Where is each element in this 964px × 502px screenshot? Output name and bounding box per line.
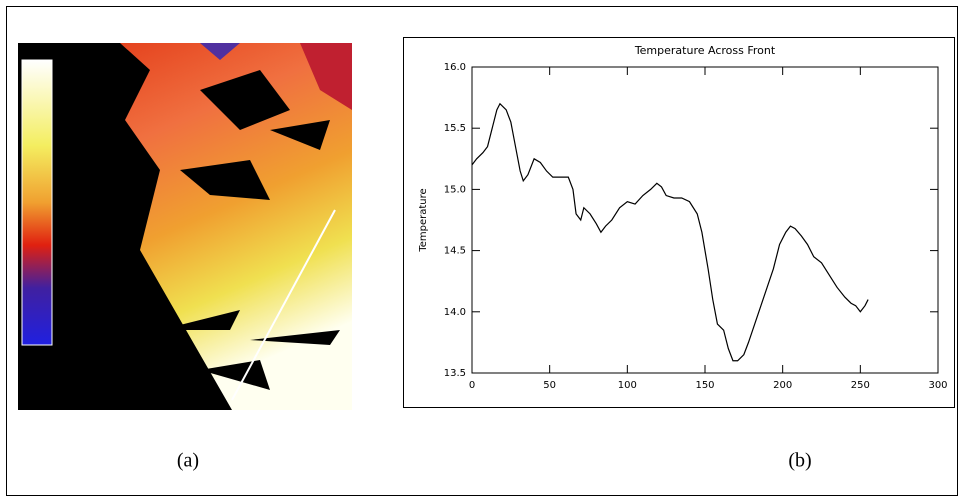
chart-frame bbox=[403, 37, 955, 408]
y-tick-label: 16.0 bbox=[444, 62, 466, 73]
y-tick-label: 13.5 bbox=[444, 368, 466, 379]
caption: (b) bbox=[788, 450, 811, 472]
y-tick-label: 15.0 bbox=[444, 184, 466, 195]
x-tick-label: 0 bbox=[469, 380, 475, 391]
figure-border bbox=[6, 6, 958, 496]
y-axis-label: Temperature bbox=[418, 188, 429, 252]
x-tick-label: 200 bbox=[773, 380, 792, 391]
plot-area bbox=[471, 66, 939, 374]
data-line bbox=[471, 102, 869, 362]
x-tick-label: 300 bbox=[928, 380, 947, 391]
caption: (a) bbox=[177, 450, 199, 472]
chart-title: Temperature Across Front bbox=[634, 44, 776, 57]
y-tick-label: 14.0 bbox=[444, 307, 466, 318]
satellite-image bbox=[18, 43, 352, 410]
x-tick-label: 150 bbox=[695, 380, 714, 391]
x-tick-label: 100 bbox=[618, 380, 637, 391]
y-tick-label: 14.5 bbox=[444, 246, 466, 257]
x-tick-label: 50 bbox=[543, 380, 556, 391]
y-tick-label: 15.5 bbox=[444, 123, 466, 134]
x-tick-label: 250 bbox=[851, 380, 870, 391]
